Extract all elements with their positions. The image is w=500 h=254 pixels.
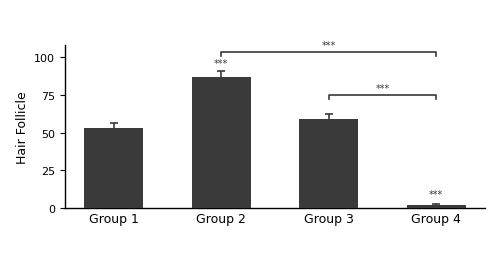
Text: ***: *** — [376, 84, 390, 94]
Bar — [192, 77, 251, 208]
Text: ***: *** — [429, 189, 444, 199]
Text: ***: *** — [322, 41, 336, 51]
Bar — [407, 205, 466, 208]
Bar — [84, 129, 143, 208]
Text: ***: *** — [214, 58, 228, 68]
Bar — [299, 119, 358, 208]
Y-axis label: Hair Follicle: Hair Follicle — [16, 91, 28, 163]
